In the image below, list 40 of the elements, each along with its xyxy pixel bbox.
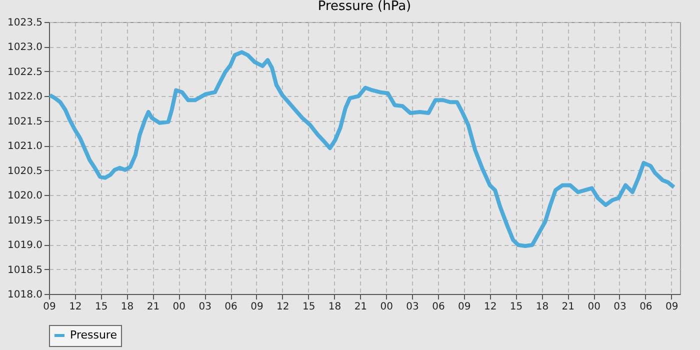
y-tick-label: 1021.0 xyxy=(8,141,42,152)
y-tick-label: 1022.0 xyxy=(8,92,42,103)
x-tick-label: 09 xyxy=(250,302,264,312)
x-tick-label: 06 xyxy=(432,302,445,312)
legend-label: Pressure xyxy=(70,328,118,342)
x-tick-label: 03 xyxy=(614,302,626,312)
y-tick-label: 1020.0 xyxy=(8,190,42,202)
x-tick-label: 03 xyxy=(198,302,212,312)
y-tick-label: 1022.5 xyxy=(8,66,42,78)
y-tick-label: 1020.5 xyxy=(8,166,42,177)
y-tick-label: 1019.0 xyxy=(8,240,42,252)
x-tick-label: 12 xyxy=(276,302,290,312)
x-tick-label: 18 xyxy=(120,302,134,312)
x-tick-label: 00 xyxy=(172,302,186,312)
x-tick-label: 18 xyxy=(536,302,549,312)
chart-title: Pressure (hPa) xyxy=(318,0,412,14)
y-tick-label: 1019.5 xyxy=(8,215,42,226)
y-tick-label: 1018.5 xyxy=(8,264,42,276)
x-tick-label: 00 xyxy=(588,302,600,312)
x-tick-label: 06 xyxy=(224,302,238,312)
y-tick-label: 1021.5 xyxy=(8,116,42,128)
x-tick-label: 09 xyxy=(665,302,678,312)
y-tick-label: 1023.0 xyxy=(8,42,42,54)
x-tick-label: 06 xyxy=(640,302,652,312)
x-tick-label: 21 xyxy=(146,302,160,312)
y-tick-label: 1018.0 xyxy=(8,290,42,300)
y-tick-label: 1023.5 xyxy=(8,18,42,28)
line-series xyxy=(48,50,676,248)
x-tick-label: 12 xyxy=(69,302,82,312)
x-tick-label: 09 xyxy=(458,302,471,312)
x-tick-label: 15 xyxy=(510,302,523,312)
x-tick-label: 15 xyxy=(302,302,316,312)
x-tick-label: 21 xyxy=(354,302,368,312)
x-tick-label: 12 xyxy=(484,302,497,312)
x-tick-label: 15 xyxy=(94,302,108,312)
x-tick-label: 00 xyxy=(380,302,393,312)
x-tick-label: 21 xyxy=(562,302,574,312)
x-tick-label: 18 xyxy=(328,302,342,312)
x-tick-label: 09 xyxy=(43,302,56,312)
x-tick-label: 03 xyxy=(406,302,419,312)
